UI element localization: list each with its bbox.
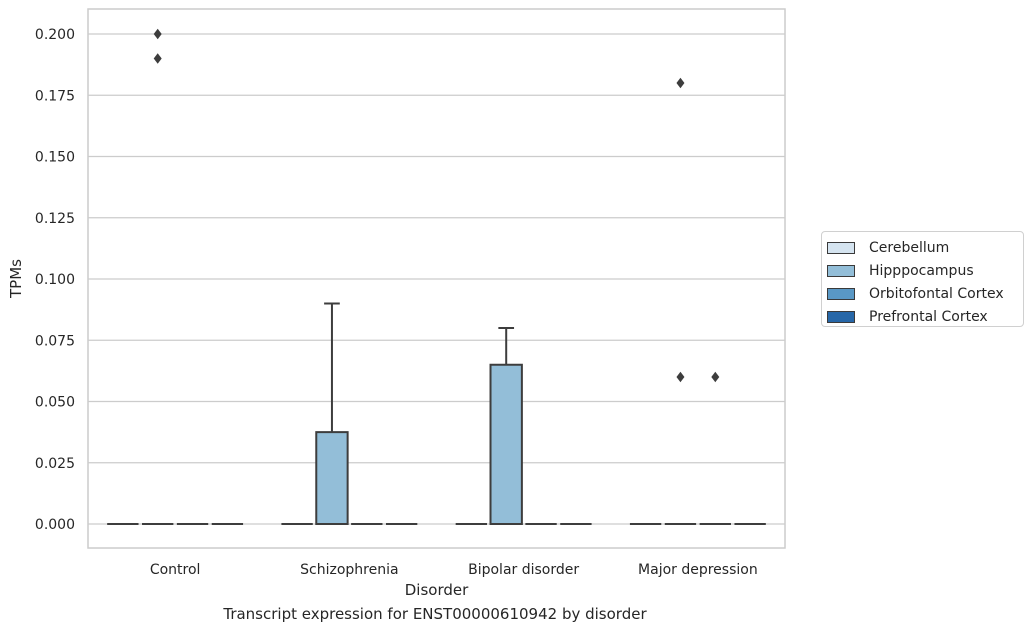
box-hipppocampus: [142, 28, 174, 525]
y-tick-label: 0.175: [35, 88, 75, 104]
legend-label: Prefrontal Cortex: [869, 308, 988, 325]
outlier-point: [711, 371, 720, 383]
legend-item-hippocampus: Hipppocampus: [827, 259, 1023, 282]
chart-caption: Transcript expression for ENST0000061094…: [223, 605, 647, 623]
legend-swatch-cerebellum: [827, 241, 855, 254]
outlier-point: [153, 28, 162, 40]
legend-item-cerebellum: Cerebellum: [827, 236, 1023, 259]
x-tick-labels: Control Schizophrenia Bipolar disorder Majo…: [150, 562, 758, 578]
y-axis-label: TPMs: [7, 259, 25, 299]
y-tick-label: 0.000: [35, 517, 75, 533]
y-tick-label: 0.150: [35, 150, 75, 166]
box-body: [489, 363, 523, 525]
x-tick-label: Bipolar disorder: [468, 562, 579, 578]
legend-swatch-hippocampus: [827, 264, 855, 277]
box-hipppocampus: [489, 327, 523, 525]
y-tick-label: 0.125: [35, 211, 75, 227]
box-marks: [107, 28, 766, 525]
y-tick-label: 0.100: [35, 272, 75, 288]
x-axis-label: Disorder: [405, 581, 469, 599]
box-hipppocampus: [664, 77, 697, 525]
y-tick-labels: 0.000 0.025 0.050 0.075 0.100 0.125 0.150 0.175…: [35, 27, 75, 533]
legend-label: Hipppocampus: [869, 262, 974, 279]
y-tick-label: 0.200: [35, 27, 75, 43]
outlier-point: [676, 77, 685, 89]
legend-label: Cerebellum: [869, 239, 950, 256]
y-tick-label: 0.075: [35, 333, 75, 349]
box-body: [315, 431, 349, 525]
y-tick-label: 0.050: [35, 395, 75, 411]
plot-frame: [87, 8, 786, 549]
box-hipppocampus: [315, 302, 349, 525]
legend-item-prefrontal: Prefrontal Cortex: [827, 305, 1023, 328]
outlier-point: [153, 53, 162, 64]
x-tick-label: Control: [150, 562, 201, 578]
legend: Cerebellum Hipppocampus Orbitofontal Cor…: [821, 231, 1024, 327]
y-tick-label: 0.025: [35, 456, 75, 472]
grid-lines: [88, 33, 785, 525]
legend-item-orbitofrontal: Orbitofontal Cortex: [827, 282, 1023, 305]
legend-swatch-prefrontal: [827, 310, 855, 323]
legend-label: Orbitofontal Cortex: [869, 285, 1004, 302]
x-tick-label: Major depression: [638, 562, 758, 578]
legend-swatch-orbitofrontal: [827, 287, 855, 300]
x-tick-label: Schizophrenia: [300, 562, 398, 578]
box-orbitofontal-cortex: [699, 371, 731, 525]
outlier-point: [676, 371, 685, 383]
